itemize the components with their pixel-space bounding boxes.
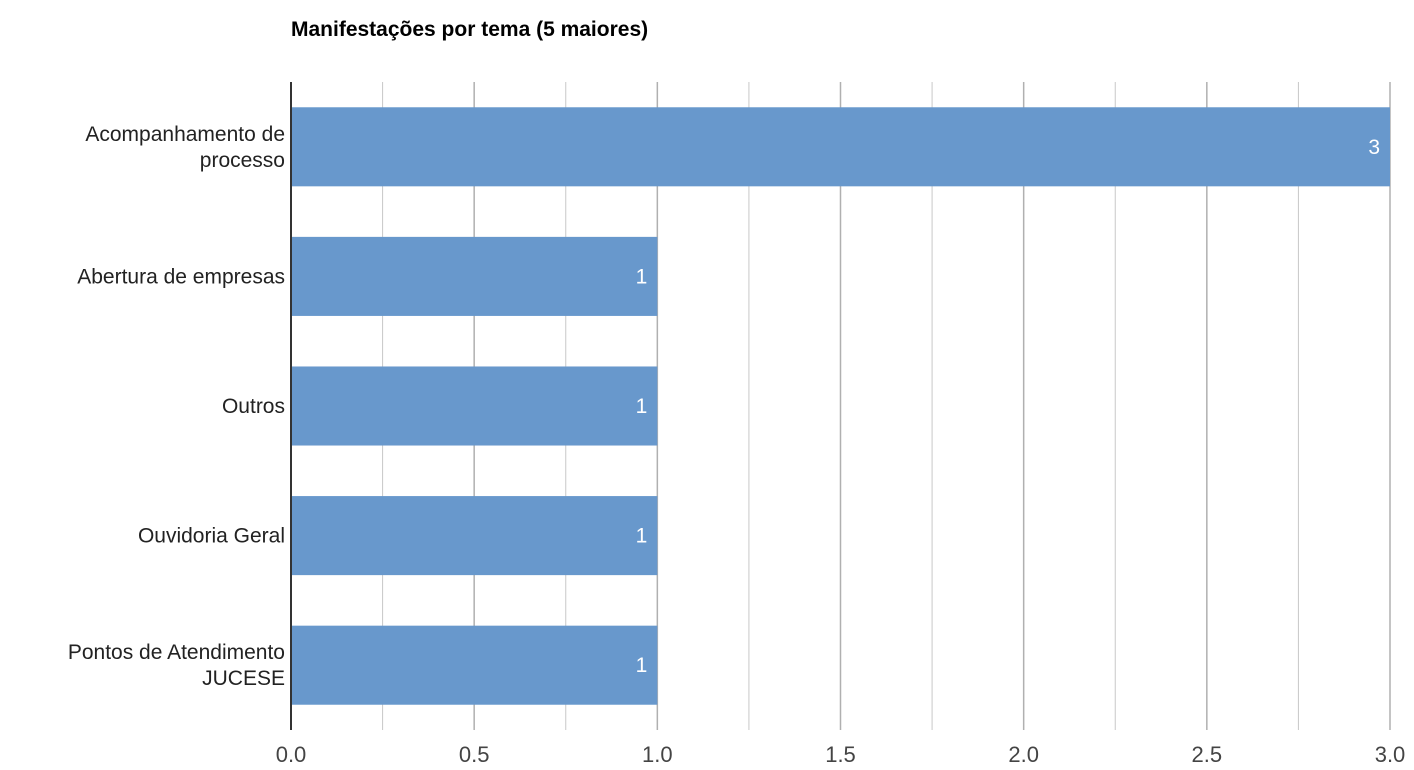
category-label: processo bbox=[200, 149, 285, 172]
category-label: Outros bbox=[222, 395, 285, 418]
data-label: 1 bbox=[636, 654, 648, 677]
category-labels: Acompanhamento de processo Abertura de emp… bbox=[68, 123, 285, 690]
bar bbox=[291, 107, 1390, 187]
category-label: JUCESE bbox=[202, 667, 285, 690]
category-label: Abertura de empresas bbox=[77, 265, 285, 288]
x-axis-ticks: 0.0 0.5 1.0 1.5 2.0 2.5 3.0 bbox=[276, 742, 1406, 767]
bar bbox=[291, 236, 658, 316]
x-tick-label: 2.0 bbox=[1008, 742, 1039, 767]
data-label: 1 bbox=[636, 265, 648, 288]
category-label: Acompanhamento de bbox=[85, 123, 285, 146]
bar bbox=[291, 625, 658, 705]
x-tick-label: 1.0 bbox=[642, 742, 673, 767]
bars: 3 1 1 1 1 bbox=[291, 107, 1390, 705]
x-tick-label: 2.5 bbox=[1192, 742, 1223, 767]
data-label: 3 bbox=[1368, 136, 1380, 159]
data-label: 1 bbox=[636, 525, 648, 548]
x-tick-label: 1.5 bbox=[825, 742, 856, 767]
gridlines bbox=[382, 82, 1391, 730]
category-label: Pontos de Atendimento bbox=[68, 641, 285, 664]
x-tick-label: 3.0 bbox=[1375, 742, 1406, 767]
chart-title: Manifestações por tema (5 maiores) bbox=[291, 18, 648, 41]
bar bbox=[291, 366, 658, 446]
x-tick-label: 0.5 bbox=[459, 742, 490, 767]
data-label: 1 bbox=[636, 395, 648, 418]
x-tick-label: 0.0 bbox=[276, 742, 307, 767]
category-label: Ouvidoria Geral bbox=[138, 525, 285, 548]
bar bbox=[291, 496, 658, 576]
